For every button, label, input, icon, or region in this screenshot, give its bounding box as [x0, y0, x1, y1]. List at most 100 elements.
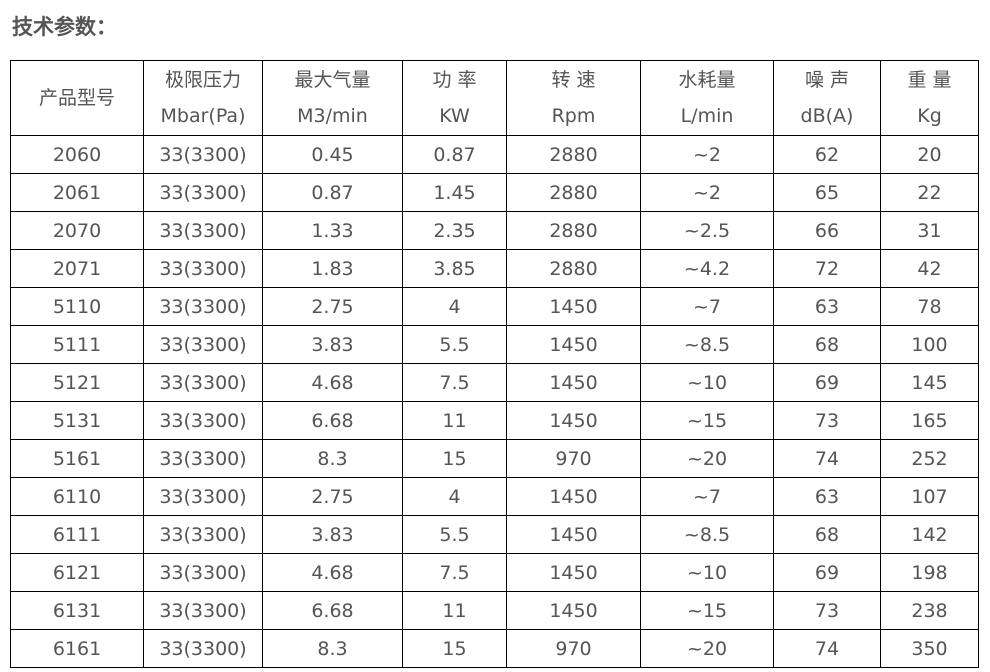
cell-noise: 74 [773, 439, 881, 478]
cell-speed: 970 [506, 629, 641, 668]
header-unit: KW [439, 105, 470, 127]
cell-model: 6131 [10, 591, 144, 630]
cell-speed: 1450 [506, 553, 641, 592]
header-row: 产品型号 极限压力 Mbar(Pa) 最大气量 M3/min 功 率 KW 转 速 Rpm 水耗量… [10, 60, 979, 136]
cell-speed: 1450 [506, 287, 641, 326]
cell-noise: 63 [773, 477, 881, 516]
cell-power: 7.5 [402, 363, 507, 402]
cell-weight: 20 [880, 135, 979, 174]
cell-water-consumption: ~2 [640, 173, 774, 212]
cell-model: 5111 [10, 325, 144, 364]
cell-speed: 1450 [506, 325, 641, 364]
cell-power: 15 [402, 439, 507, 478]
header-label: 转 速 [551, 69, 596, 91]
cell-ultimate-pressure: 33(3300) [143, 401, 263, 440]
cell-ultimate-pressure: 33(3300) [143, 553, 263, 592]
cell-weight: 238 [880, 591, 979, 630]
cell-speed: 1450 [506, 515, 641, 554]
cell-noise: 62 [773, 135, 881, 174]
cell-water-consumption: ~10 [640, 363, 774, 402]
cell-max-flow: 8.3 [262, 439, 403, 478]
cell-speed: 2880 [506, 211, 641, 250]
cell-model: 2071 [10, 249, 144, 288]
cell-max-flow: 4.68 [262, 553, 403, 592]
header-label: 产品型号 [38, 87, 115, 109]
cell-model: 5161 [10, 439, 144, 478]
spec-table: 产品型号 极限压力 Mbar(Pa) 最大气量 M3/min 功 率 KW 转 速 Rpm 水耗量… [10, 60, 979, 668]
header-label: 最大气量 [294, 69, 371, 91]
header-label: 噪 声 [804, 69, 850, 91]
cell-model: 5121 [10, 363, 144, 402]
cell-power: 1.45 [402, 173, 507, 212]
table-row: 2071 33(3300) 1.83 3.85 2880 ~4.2 72 42 [10, 249, 979, 288]
cell-power: 11 [402, 401, 507, 440]
cell-model: 2061 [10, 173, 144, 212]
cell-noise: 73 [773, 591, 881, 630]
table-row: 2061 33(3300) 0.87 1.45 2880 ~2 65 22 [10, 173, 979, 212]
header-max-flow: 最大气量 M3/min [262, 60, 403, 136]
table-row: 6121 33(3300) 4.68 7.5 1450 ~10 69 198 [10, 553, 979, 592]
cell-model: 2070 [10, 211, 144, 250]
table-row: 6111 33(3300) 3.83 5.5 1450 ~8.5 68 142 [10, 515, 979, 554]
cell-ultimate-pressure: 33(3300) [143, 591, 263, 630]
cell-water-consumption: ~2 [640, 135, 774, 174]
header-unit: Rpm [551, 105, 596, 127]
cell-weight: 22 [880, 173, 979, 212]
cell-water-consumption: ~8.5 [640, 515, 774, 554]
cell-weight: 145 [880, 363, 979, 402]
cell-max-flow: 3.83 [262, 515, 403, 554]
table-row: 6161 33(3300) 8.3 15 970 ~20 74 350 [10, 629, 979, 668]
cell-speed: 2880 [506, 173, 641, 212]
cell-weight: 165 [880, 401, 979, 440]
cell-noise: 69 [773, 553, 881, 592]
cell-water-consumption: ~2.5 [640, 211, 774, 250]
cell-model: 6111 [10, 515, 144, 554]
cell-speed: 1450 [506, 363, 641, 402]
cell-power: 11 [402, 591, 507, 630]
cell-power: 5.5 [402, 325, 507, 364]
header-unit: Kg [917, 105, 942, 127]
header-label: 极限压力 [164, 69, 241, 91]
cell-weight: 350 [880, 629, 979, 668]
cell-speed: 2880 [506, 135, 641, 174]
header-unit: M3/min [297, 105, 368, 127]
cell-water-consumption: ~7 [640, 287, 774, 326]
cell-noise: 65 [773, 173, 881, 212]
cell-ultimate-pressure: 33(3300) [143, 211, 263, 250]
cell-weight: 31 [880, 211, 979, 250]
cell-speed: 1450 [506, 401, 641, 440]
cell-power: 4 [402, 287, 507, 326]
cell-weight: 107 [880, 477, 979, 516]
cell-power: 2.35 [402, 211, 507, 250]
cell-speed: 1450 [506, 477, 641, 516]
cell-water-consumption: ~20 [640, 439, 774, 478]
cell-weight: 252 [880, 439, 979, 478]
cell-noise: 63 [773, 287, 881, 326]
cell-model: 5110 [10, 287, 144, 326]
cell-noise: 68 [773, 325, 881, 364]
cell-ultimate-pressure: 33(3300) [143, 173, 263, 212]
cell-ultimate-pressure: 33(3300) [143, 135, 263, 174]
table-row: 5111 33(3300) 3.83 5.5 1450 ~8.5 68 100 [10, 325, 979, 364]
header-label: 水耗量 [678, 69, 736, 91]
cell-noise: 69 [773, 363, 881, 402]
cell-max-flow: 4.68 [262, 363, 403, 402]
header-speed: 转 速 Rpm [506, 60, 641, 136]
cell-ultimate-pressure: 33(3300) [143, 325, 263, 364]
cell-water-consumption: ~20 [640, 629, 774, 668]
cell-max-flow: 3.83 [262, 325, 403, 364]
cell-ultimate-pressure: 33(3300) [143, 363, 263, 402]
cell-max-flow: 0.45 [262, 135, 403, 174]
cell-water-consumption: ~8.5 [640, 325, 774, 364]
cell-noise: 73 [773, 401, 881, 440]
cell-noise: 66 [773, 211, 881, 250]
header-label: 功 率 [432, 69, 477, 91]
header-weight: 重 量 Kg [880, 60, 979, 136]
cell-water-consumption: ~15 [640, 591, 774, 630]
cell-speed: 970 [506, 439, 641, 478]
cell-ultimate-pressure: 33(3300) [143, 249, 263, 288]
header-unit: Mbar(Pa) [160, 105, 246, 127]
cell-max-flow: 2.75 [262, 287, 403, 326]
cell-noise: 68 [773, 515, 881, 554]
cell-weight: 142 [880, 515, 979, 554]
